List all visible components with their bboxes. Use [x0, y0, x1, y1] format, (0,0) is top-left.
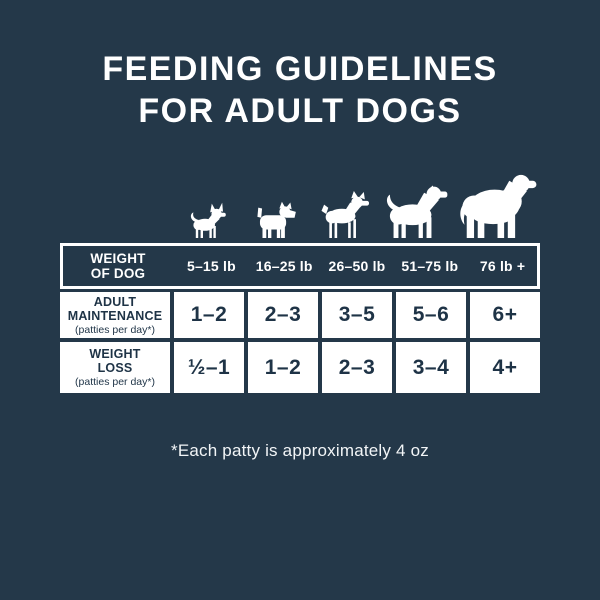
- table-cell-value: 2–3: [248, 292, 318, 338]
- table-cell-value: 2–3: [322, 342, 392, 393]
- table-cell-value: ½–1: [174, 342, 244, 393]
- maintenance-value-76-plus: 6+: [492, 303, 518, 326]
- maintenance-value-5-15: 1–2: [190, 303, 228, 326]
- weight-loss-value-76-plus: 4+: [492, 355, 518, 379]
- column-header-51-75-lb: 51–75 lb: [401, 258, 459, 274]
- row-adult-maintenance: ADULT MAINTENANCE (patties per day*) 1–2…: [60, 292, 540, 338]
- table-cell-value: 4+: [470, 342, 540, 393]
- row-weight-loss-label: WEIGHT LOSS (patties per day*): [60, 342, 170, 393]
- row-label-line-1: ADULT: [93, 294, 137, 309]
- weight-loss-value-26-50: 2–3: [338, 355, 376, 379]
- weight-loss-value-5-15: ½–1: [187, 355, 231, 379]
- weight-loss-value-51-75: 3–4: [412, 355, 450, 379]
- weight-of-dog-line-2: OF DOG: [90, 266, 146, 281]
- chihuahua-icon: [186, 202, 228, 238]
- rottweiler-icon: [382, 183, 454, 238]
- column-header-76-lb-plus: 76 lb +: [479, 258, 526, 274]
- terrier-icon: [251, 200, 301, 238]
- weight-loss-value-16-25: 1–2: [264, 355, 302, 379]
- row-label-line-2: LOSS: [97, 361, 133, 375]
- table-cell-value: 5–6: [396, 292, 466, 338]
- row-sublabel: (patties per day*): [75, 323, 155, 336]
- row-sublabel: (patties per day*): [75, 376, 155, 388]
- feeding-guidelines-table: WEIGHT OF DOG 5–15 lb 16–25 lb 26–50 lb …: [60, 243, 540, 393]
- table-cell-value: 3–4: [396, 342, 466, 393]
- bernese-mountain-dog-icon: [458, 172, 540, 238]
- title-line-2: FOR ADULT DOGS: [138, 92, 462, 130]
- column-header-5-15-lb: 5–15 lb: [186, 258, 236, 274]
- table-cell-value: 3–5: [322, 292, 392, 338]
- table-cell-value: 1–2: [174, 292, 244, 338]
- weight-of-dog-header: WEIGHT OF DOG: [63, 251, 173, 281]
- row-weight-loss: WEIGHT LOSS (patties per day*) ½–1 1–2 2…: [60, 342, 540, 393]
- page-title: FEEDING GUIDELINES FOR ADULT DOGS: [0, 48, 600, 132]
- column-header-16-25-lb: 16–25 lb: [255, 258, 313, 274]
- maintenance-value-16-25: 2–3: [264, 303, 302, 326]
- row-label-line-1: WEIGHT: [89, 347, 141, 361]
- weight-of-dog-line-1: WEIGHT: [90, 251, 146, 266]
- row-adult-maintenance-label: ADULT MAINTENANCE (patties per day*): [60, 292, 170, 338]
- table-cell-value: 1–2: [248, 342, 318, 393]
- pinscher-icon: [318, 191, 372, 238]
- maintenance-value-26-50: 3–5: [338, 303, 376, 326]
- maintenance-value-51-75: 5–6: [412, 303, 450, 326]
- row-label-line-2: MAINTENANCE: [67, 308, 163, 323]
- patty-size-footnote: *Each patty is approximately 4 oz: [171, 441, 429, 460]
- table-header-row: WEIGHT OF DOG 5–15 lb 16–25 lb 26–50 lb …: [60, 243, 540, 289]
- column-header-26-50-lb: 26–50 lb: [328, 258, 386, 274]
- table-cell-value: 6+: [470, 292, 540, 338]
- dog-size-icons-row: [60, 164, 540, 238]
- title-line-1: FEEDING GUIDELINES: [102, 50, 498, 88]
